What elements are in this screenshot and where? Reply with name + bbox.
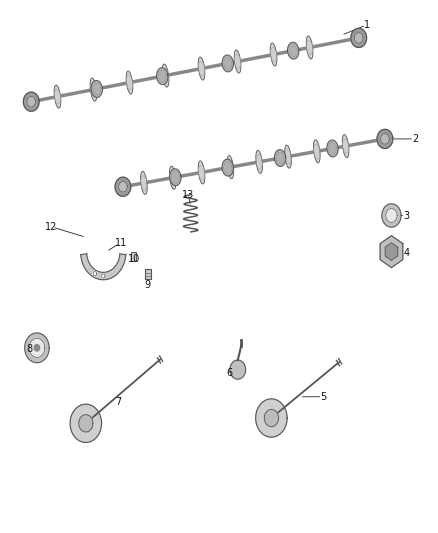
Polygon shape	[385, 243, 398, 261]
Polygon shape	[353, 29, 364, 46]
Polygon shape	[386, 208, 397, 222]
Polygon shape	[170, 166, 176, 189]
Polygon shape	[91, 80, 102, 98]
Polygon shape	[287, 42, 299, 59]
Polygon shape	[351, 28, 367, 47]
Text: 11: 11	[115, 238, 127, 247]
Polygon shape	[234, 50, 241, 73]
Polygon shape	[227, 156, 234, 179]
Polygon shape	[354, 33, 363, 43]
Polygon shape	[314, 140, 320, 163]
Bar	[131, 252, 136, 261]
Text: 4: 4	[404, 248, 410, 258]
Polygon shape	[198, 161, 205, 184]
Polygon shape	[79, 415, 93, 432]
Polygon shape	[222, 55, 233, 72]
Bar	[145, 269, 151, 279]
Polygon shape	[270, 43, 277, 66]
Text: 13: 13	[182, 190, 194, 200]
Polygon shape	[162, 64, 169, 87]
Polygon shape	[119, 182, 127, 192]
Polygon shape	[93, 272, 97, 276]
Polygon shape	[379, 131, 391, 148]
Polygon shape	[29, 338, 45, 358]
Polygon shape	[25, 333, 49, 363]
Polygon shape	[117, 179, 129, 195]
Text: 12: 12	[45, 222, 57, 232]
Polygon shape	[256, 399, 287, 437]
Polygon shape	[382, 204, 401, 227]
Polygon shape	[70, 404, 102, 442]
Text: 5: 5	[321, 392, 327, 402]
Text: 7: 7	[116, 397, 122, 407]
Text: 2: 2	[412, 134, 419, 144]
Polygon shape	[27, 96, 35, 107]
Polygon shape	[25, 93, 37, 110]
Polygon shape	[198, 57, 205, 80]
Polygon shape	[377, 130, 393, 149]
Polygon shape	[23, 92, 39, 111]
Polygon shape	[126, 71, 133, 94]
Text: 10: 10	[128, 254, 140, 263]
Polygon shape	[81, 254, 126, 280]
Text: 1: 1	[364, 20, 371, 30]
Polygon shape	[90, 78, 97, 101]
Text: 9: 9	[144, 280, 150, 290]
Polygon shape	[264, 409, 279, 426]
Polygon shape	[381, 134, 389, 144]
Polygon shape	[306, 36, 313, 59]
Polygon shape	[222, 159, 233, 176]
Polygon shape	[327, 140, 338, 157]
Polygon shape	[256, 150, 262, 173]
Text: 3: 3	[404, 211, 410, 221]
Polygon shape	[380, 236, 403, 268]
Polygon shape	[141, 171, 147, 195]
Polygon shape	[102, 274, 105, 278]
Polygon shape	[156, 68, 168, 85]
Polygon shape	[34, 345, 39, 351]
Text: 6: 6	[227, 368, 233, 378]
Polygon shape	[275, 150, 286, 166]
Polygon shape	[342, 134, 349, 158]
Polygon shape	[170, 169, 181, 185]
Polygon shape	[230, 360, 246, 379]
Polygon shape	[54, 85, 61, 108]
Polygon shape	[115, 177, 131, 196]
Text: 8: 8	[26, 344, 32, 354]
Polygon shape	[285, 145, 291, 168]
